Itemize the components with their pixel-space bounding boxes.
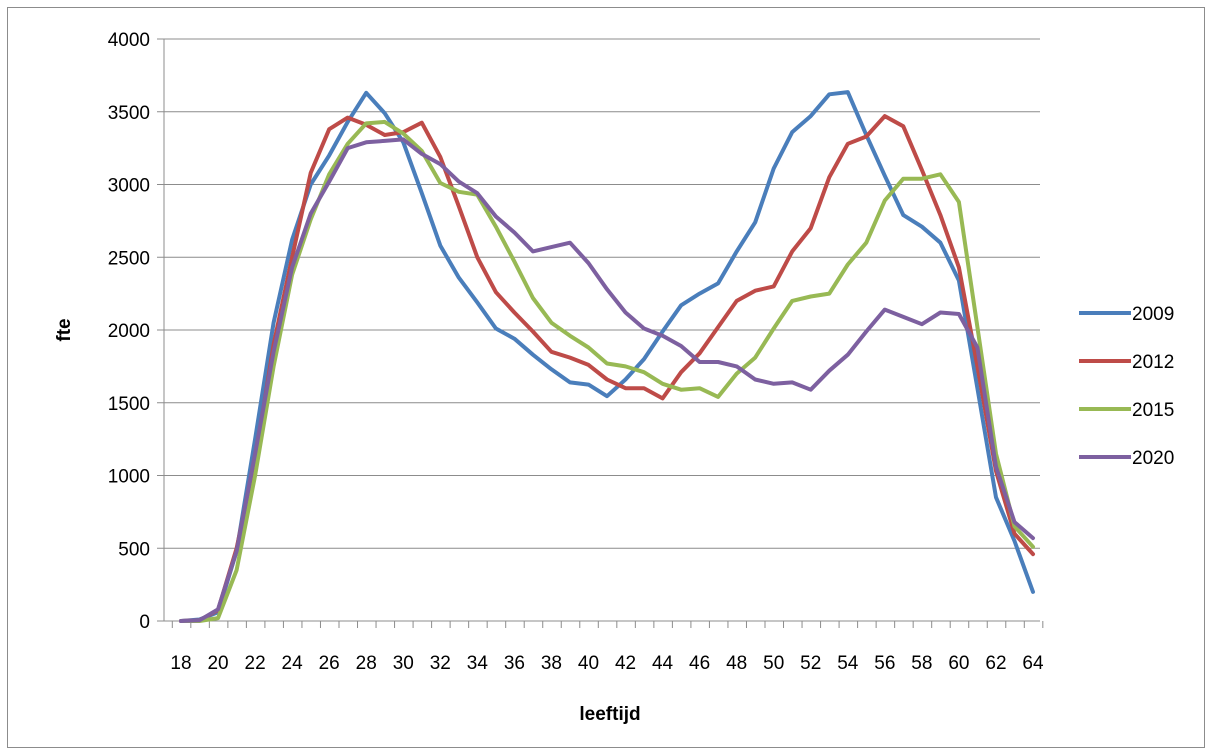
x-tick-label: 38 (541, 653, 562, 674)
y-tick-label: 1500 (108, 394, 150, 415)
y-tick-label: 1000 (108, 467, 150, 488)
y-tick-label: 2500 (108, 248, 150, 269)
x-tick-label: 20 (207, 653, 228, 674)
series-line-2020 (179, 137, 1035, 623)
x-axis-title: leeftijd (579, 704, 640, 725)
x-tick-label: 34 (467, 653, 489, 674)
y-tick-label: 0 (139, 612, 150, 633)
series-line-2015 (179, 119, 1035, 623)
x-tick-label: 24 (282, 653, 304, 674)
legend-label-2012: 2012 (1132, 352, 1174, 373)
y-tick-label: 4000 (108, 30, 150, 51)
y-tick-label: 500 (118, 539, 150, 560)
gridlines (157, 38, 1044, 628)
legend-label-2015: 2015 (1132, 400, 1174, 421)
x-tick-label: 28 (356, 653, 377, 674)
legend-label-2009: 2009 (1132, 304, 1174, 325)
x-tick-label: 40 (578, 653, 599, 674)
x-tick-label: 60 (948, 653, 969, 674)
x-tick-label: 58 (911, 653, 932, 674)
x-tick-label: 18 (170, 653, 191, 674)
x-tick-label: 52 (800, 653, 821, 674)
x-tick-label: 44 (652, 653, 674, 674)
x-tick-label: 26 (319, 653, 340, 674)
series-lines (179, 90, 1035, 623)
legend-label-2020: 2020 (1132, 448, 1174, 469)
series-line-2009 (179, 90, 1035, 623)
x-tick-label: 42 (615, 653, 636, 674)
y-axis-title: fte (54, 318, 75, 341)
y-tick-label: 3000 (108, 176, 150, 197)
x-tick-label: 22 (245, 653, 266, 674)
y-tick-label: 3500 (108, 103, 150, 124)
series-line-2012 (179, 114, 1035, 623)
x-tick-label: 46 (689, 653, 710, 674)
x-tick-labels: 18 20 22 24 26 28 30 32 34 36 38 40 42 44 46 48 50 52 54 56… (170, 653, 1044, 674)
x-tick-label: 64 (1022, 653, 1044, 674)
y-tick-labels: 0 500 1000 1500 2000 2500 3000 3500 4000 (108, 30, 150, 633)
x-tick-label: 30 (393, 653, 414, 674)
x-tick-label: 32 (430, 653, 451, 674)
x-tick-label: 36 (504, 653, 525, 674)
y-tick-label: 2000 (108, 321, 150, 342)
x-tick-label: 50 (763, 653, 784, 674)
x-tick-label: 56 (874, 653, 895, 674)
x-tick-label: 54 (837, 653, 859, 674)
x-tick-label: 48 (726, 653, 747, 674)
x-tick-label: 62 (985, 653, 1006, 674)
legend: 2009 2012 2015 2020 (1079, 304, 1174, 469)
